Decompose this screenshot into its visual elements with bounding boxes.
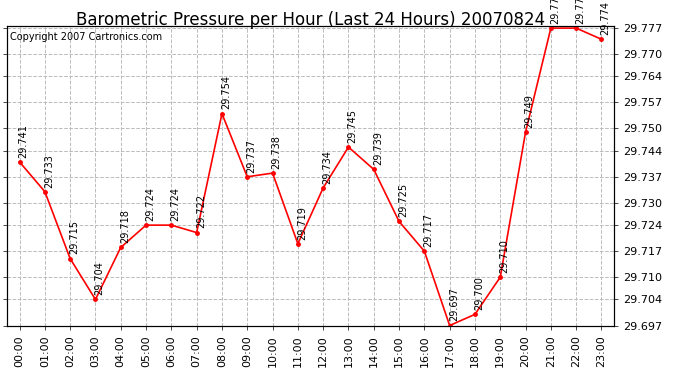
Text: 29.717: 29.717 xyxy=(424,213,433,247)
Text: 29.741: 29.741 xyxy=(19,124,29,158)
Text: 29.754: 29.754 xyxy=(221,75,231,109)
Text: 29.725: 29.725 xyxy=(398,183,408,217)
Text: 29.724: 29.724 xyxy=(145,187,155,221)
Text: 29.710: 29.710 xyxy=(500,239,509,273)
Text: 29.724: 29.724 xyxy=(170,187,181,221)
Text: 29.700: 29.700 xyxy=(474,276,484,310)
Text: 29.715: 29.715 xyxy=(69,220,79,254)
Text: 29.704: 29.704 xyxy=(95,261,105,296)
Text: 29.774: 29.774 xyxy=(600,1,611,35)
Text: 29.697: 29.697 xyxy=(448,288,459,321)
Text: 29.777: 29.777 xyxy=(550,0,560,24)
Text: 29.737: 29.737 xyxy=(246,139,257,172)
Text: 29.734: 29.734 xyxy=(322,150,333,184)
Text: 29.739: 29.739 xyxy=(373,131,383,165)
Text: 29.745: 29.745 xyxy=(348,109,357,143)
Text: 29.719: 29.719 xyxy=(297,206,307,240)
Text: Copyright 2007 Cartronics.com: Copyright 2007 Cartronics.com xyxy=(10,32,162,42)
Text: 29.718: 29.718 xyxy=(120,209,130,243)
Text: Barometric Pressure per Hour (Last 24 Hours) 20070824: Barometric Pressure per Hour (Last 24 Ho… xyxy=(76,11,545,29)
Text: 29.777: 29.777 xyxy=(575,0,585,24)
Text: 29.749: 29.749 xyxy=(524,94,535,128)
Text: 29.738: 29.738 xyxy=(272,135,282,169)
Text: 29.733: 29.733 xyxy=(44,154,54,188)
Text: 29.722: 29.722 xyxy=(196,194,206,228)
